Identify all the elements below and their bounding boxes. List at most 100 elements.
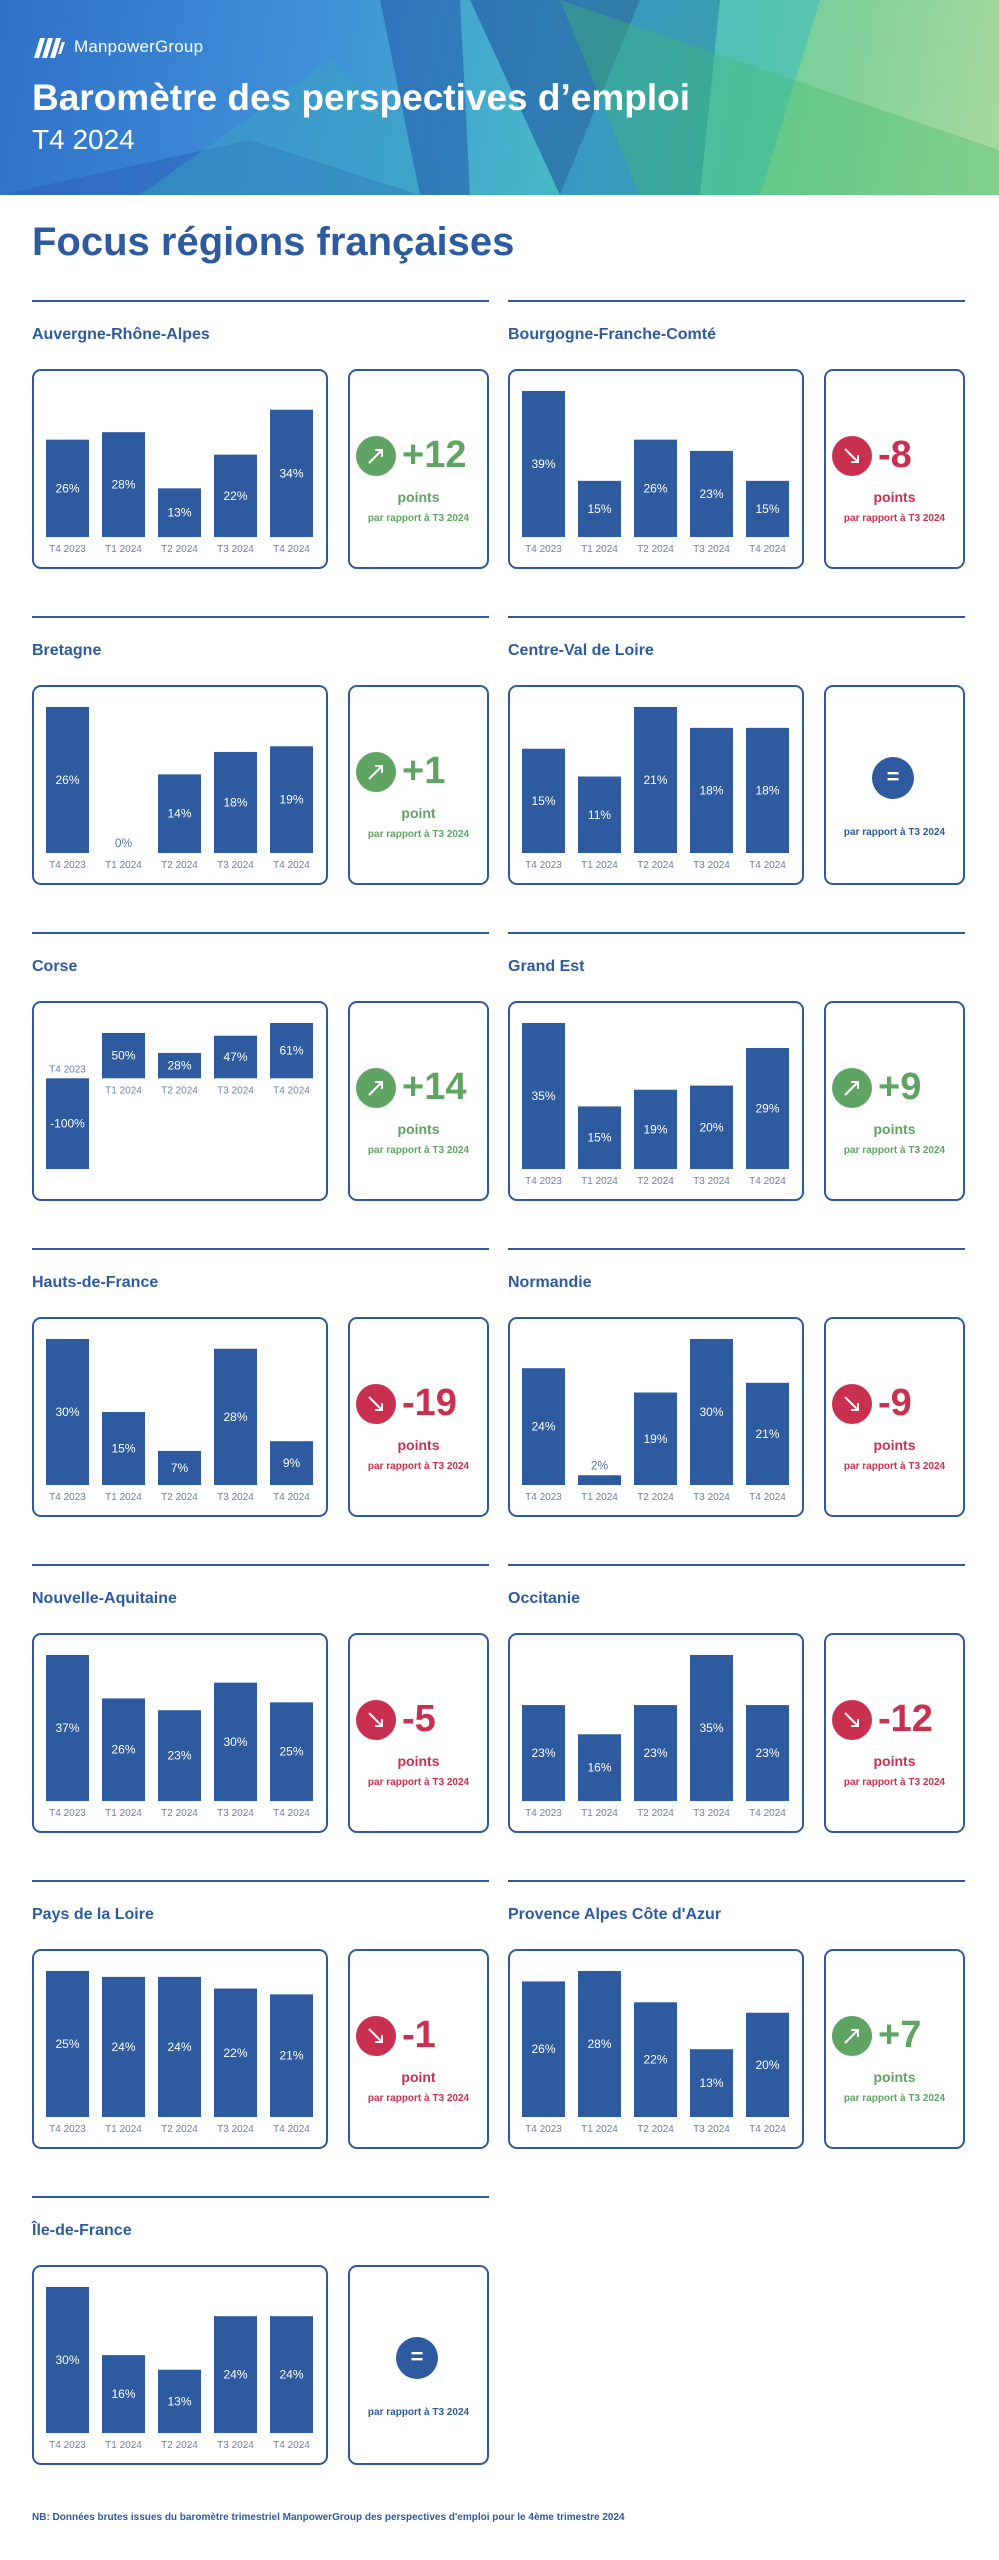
bar-t4-2023 — [522, 748, 565, 853]
bar-t2-2024 — [634, 2002, 677, 2117]
category-label: T4 2024 — [273, 1085, 310, 1096]
bar-t3-2024 — [214, 1035, 257, 1079]
region-card-grand-est: Grand Est 35% T4 2023 15% T1 2024 19% T2 2024 2… — [508, 932, 965, 1217]
category-label: T4 2023 — [49, 2124, 86, 2135]
bar-chart: 26% T4 2023 0% T1 2024 14% T2 2024 18% T3 2024 1… — [46, 707, 313, 871]
change-unit: points — [397, 489, 440, 505]
bar-value-label: 24% — [111, 2040, 135, 2054]
bar-t4-2023 — [46, 1971, 89, 2117]
change-note: par rapport à T3 2024 — [843, 1461, 946, 1472]
bar-t3-2024 — [214, 751, 257, 853]
bar-value-label: 9% — [283, 1456, 301, 1470]
bar-value-label: 25% — [55, 2037, 79, 2051]
region-divider — [32, 1880, 489, 1882]
bar-value-label: 15% — [587, 1131, 611, 1145]
bar-t3-2024 — [690, 2049, 733, 2117]
bar-value-label: 20% — [755, 2058, 779, 2072]
bar-chart-box: -100% T4 2023 50% T1 2024 28% T2 2024 47% T3 20… — [32, 1001, 328, 1201]
region-card-ile-de-france: Île-de-France 30% T4 2023 16% T1 2024 13% T2 2… — [32, 2196, 489, 2481]
bar-value-label: 16% — [111, 2387, 135, 2401]
category-label: T4 2023 — [525, 544, 562, 555]
region-card-nouvelle-aquitaine: Nouvelle-Aquitaine 37% T4 2023 26% T1 2024 23… — [32, 1564, 489, 1849]
bar-t4-2023 — [46, 1339, 89, 1485]
bar-chart-box: 15% T4 2023 11% T1 2024 21% T2 2024 18% T3 2024… — [508, 685, 804, 885]
bar-chart: 26% T4 2023 28% T1 2024 22% T2 2024 13% T3 2024… — [522, 1971, 789, 2135]
bar-t2-2024 — [634, 1089, 677, 1169]
category-label: T4 2024 — [749, 1176, 786, 1187]
category-label: T2 2024 — [161, 544, 198, 555]
bar-t4-2024 — [270, 2316, 313, 2433]
bar-value-label: 28% — [587, 2037, 611, 2051]
bar-t2-2024 — [158, 1710, 201, 1801]
category-label: T3 2024 — [217, 544, 254, 555]
bar-t4-2023 — [522, 391, 565, 537]
bar-t4-2023 — [46, 439, 89, 537]
region-name: Normandie — [508, 1274, 592, 1291]
region-card-occitanie: Occitanie 23% T4 2023 16% T1 2024 23% T2 2024 3… — [508, 1564, 965, 1849]
bar-value-label: 13% — [167, 2394, 191, 2408]
category-label: T4 2023 — [49, 1808, 86, 1819]
bar-chart-box: 25% T4 2023 24% T1 2024 24% T2 2024 22% T3 2024… — [32, 1949, 328, 2149]
category-label: T4 2023 — [49, 860, 86, 871]
arrow-down-right-icon — [832, 436, 872, 476]
change-indicator-box: +7 points par rapport à T3 2024 — [824, 1949, 965, 2149]
change-indicator-box: -19 points par rapport à T3 2024 — [348, 1317, 489, 1517]
bar-t3-2024 — [214, 454, 257, 537]
bar-t4-2024 — [746, 480, 789, 537]
region-name: Auvergne-Rhône-Alpes — [32, 326, 210, 343]
category-label: T2 2024 — [637, 1176, 674, 1187]
category-label: T4 2024 — [749, 1808, 786, 1819]
bar-chart: -100% T4 2023 50% T1 2024 28% T2 2024 47% T3 20… — [46, 1023, 313, 1169]
change-unit: points — [397, 1121, 440, 1137]
bar-value-label: 18% — [223, 795, 247, 809]
bar-value-label: 22% — [223, 489, 247, 503]
bar-value-label: -100% — [50, 1117, 85, 1131]
bar-value-label: 11% — [588, 808, 611, 822]
change-indicator-box: -5 points par rapport à T3 2024 — [348, 1633, 489, 1833]
region-divider — [32, 300, 489, 302]
bar-t4-2024 — [746, 1382, 789, 1485]
bar-value-label: 23% — [755, 1746, 779, 1760]
category-label: T2 2024 — [161, 2124, 198, 2135]
arrow-down-right-icon — [356, 1700, 396, 1740]
bar-chart-box: 23% T4 2023 16% T1 2024 23% T2 2024 35% T3 2024… — [508, 1633, 804, 1833]
change-value: -1 — [402, 2014, 436, 2056]
bar-value-label: 20% — [699, 1120, 723, 1134]
change-note: par rapport à T3 2024 — [367, 1145, 470, 1156]
category-label: T4 2023 — [49, 2440, 86, 2451]
bar-t2-2024 — [634, 439, 677, 537]
change-indicator-box: +1 point par rapport à T3 2024 — [348, 685, 489, 885]
category-label: T1 2024 — [105, 544, 142, 555]
arrow-down-right-icon — [832, 1384, 872, 1424]
bar-value-label: 30% — [55, 2353, 79, 2367]
bar-value-label: 16% — [587, 1761, 611, 1775]
change-unit: points — [873, 1121, 916, 1137]
bar-value-label: 35% — [531, 1089, 555, 1103]
category-label: T2 2024 — [161, 1808, 198, 1819]
manpower-logo-icon — [34, 38, 65, 58]
bar-t2-2024 — [634, 1705, 677, 1801]
bar-t4-2023 — [522, 1023, 565, 1169]
bar-value-label: 34% — [279, 466, 303, 480]
bar-value-label: 24% — [167, 2040, 191, 2054]
bar-chart: 30% T4 2023 16% T1 2024 13% T2 2024 24% T3 2024… — [46, 2287, 313, 2451]
arrow-up-right-icon — [832, 2016, 872, 2056]
category-label: T1 2024 — [581, 1176, 618, 1187]
category-label: T1 2024 — [105, 2440, 142, 2451]
bar-value-label: 47% — [223, 1050, 247, 1064]
bar-t3-2024 — [214, 2316, 257, 2433]
region-divider — [508, 1248, 965, 1250]
bar-t3-2024 — [214, 1988, 257, 2117]
region-name: Centre-Val de Loire — [508, 642, 654, 659]
bar-value-label: 19% — [643, 1432, 667, 1446]
change-value: -8 — [878, 434, 912, 476]
bar-value-label: 37% — [55, 1721, 79, 1735]
bar-chart-box: 30% T4 2023 16% T1 2024 13% T2 2024 24% T3 2024… — [32, 2265, 328, 2465]
category-label: T1 2024 — [581, 2124, 618, 2135]
region-divider — [32, 616, 489, 618]
bar-t2-2024 — [158, 2369, 201, 2433]
category-label: T1 2024 — [105, 1808, 142, 1819]
change-note: par rapport à T3 2024 — [367, 829, 470, 840]
bar-t3-2024 — [690, 450, 733, 537]
category-label: T4 2024 — [273, 1492, 310, 1503]
